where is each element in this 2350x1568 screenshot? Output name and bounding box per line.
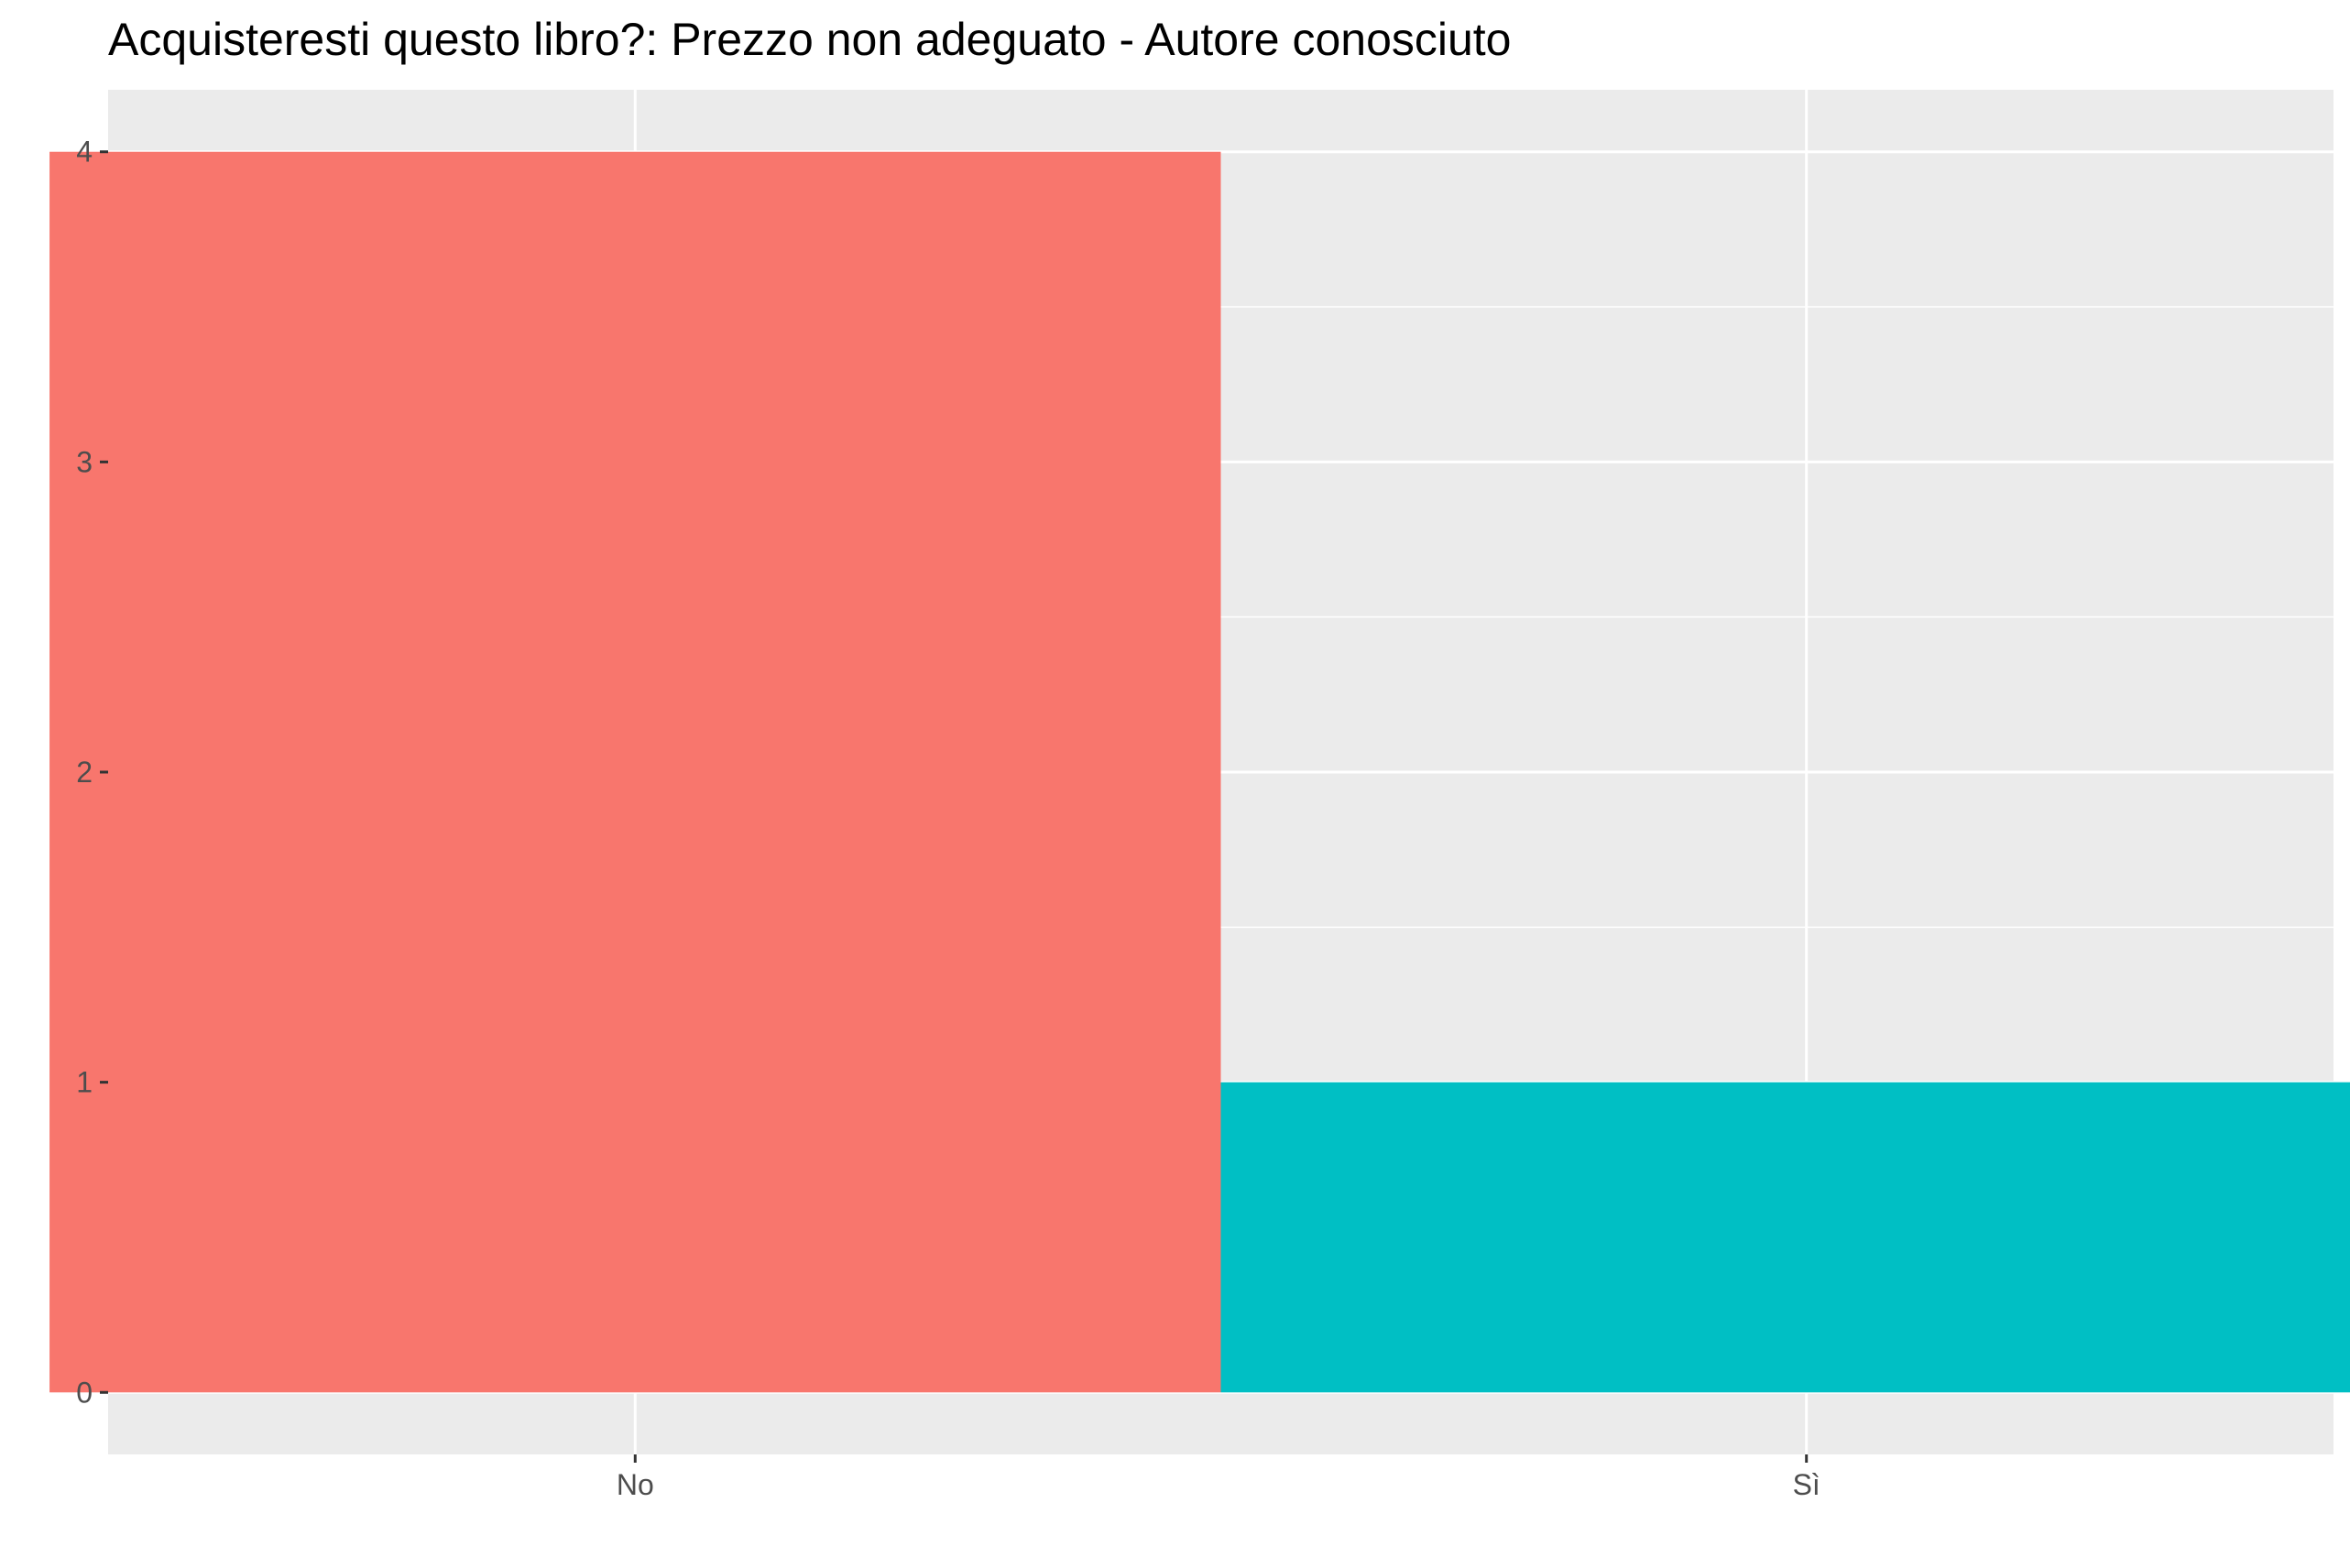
y-tick-label: 0 (76, 1376, 93, 1409)
bar-no (49, 151, 1221, 1393)
x-tick-label: No (617, 1468, 654, 1501)
bars (49, 151, 2350, 1393)
x-tick-label: Sì (1793, 1468, 1820, 1501)
chart-title: Acquisteresti questo libro?: Prezzo non … (108, 14, 1512, 65)
bar-sì (1220, 1082, 2350, 1393)
x-axis: No Sì (617, 1454, 1820, 1501)
y-tick-label: 1 (76, 1066, 93, 1099)
y-axis: 0 1 2 3 4 (76, 136, 108, 1409)
y-tick-label: 3 (76, 445, 93, 478)
y-tick-label: 4 (76, 136, 93, 169)
y-tick-label: 2 (76, 756, 93, 789)
